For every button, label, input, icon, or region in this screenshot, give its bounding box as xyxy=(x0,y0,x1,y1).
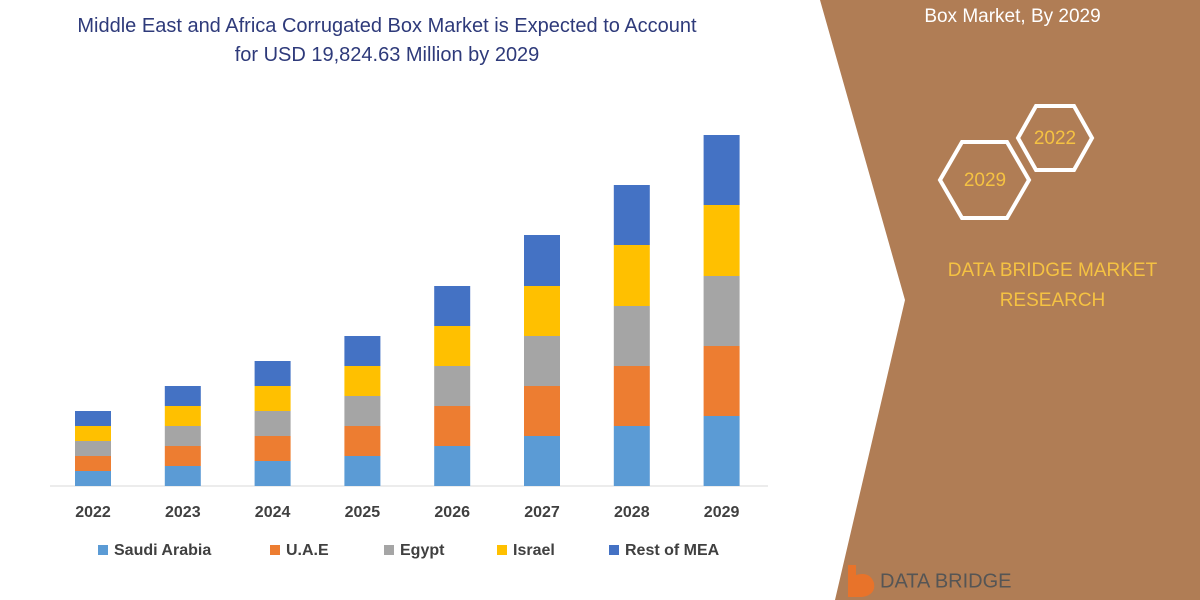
bar-segment xyxy=(613,366,650,426)
bar-segment xyxy=(434,406,471,446)
bar-segment xyxy=(75,426,111,441)
bar-segment xyxy=(613,426,650,486)
x-tick-label: 2022 xyxy=(75,504,111,521)
chart-title: Middle East and Africa Corrugated Box Ma… xyxy=(77,15,697,66)
x-tick-label: 2026 xyxy=(434,504,470,521)
bar-segment xyxy=(75,441,111,456)
x-tick-label: 2029 xyxy=(704,504,740,521)
legend-swatch xyxy=(98,545,108,555)
legend-swatch xyxy=(384,545,394,555)
legend-swatch xyxy=(609,545,619,555)
bar-segment xyxy=(164,466,201,486)
bar-segment xyxy=(164,386,201,406)
bar-segment xyxy=(434,366,471,406)
bar-segment xyxy=(254,411,291,436)
logo-icon xyxy=(848,565,875,597)
bar-segment xyxy=(344,456,381,486)
bar-segment xyxy=(344,336,381,366)
bar-segment xyxy=(613,306,650,366)
bar-segment xyxy=(344,426,381,456)
bar-segment xyxy=(164,406,201,426)
legend-label: Saudi Arabia xyxy=(114,542,211,559)
bar-segment xyxy=(344,396,381,426)
hex-label: 2029 xyxy=(964,170,1006,191)
bar-segment xyxy=(524,436,560,486)
bar-segment xyxy=(524,336,560,386)
legend-swatch xyxy=(270,545,280,555)
bar-segment xyxy=(434,286,471,326)
hexagon xyxy=(1015,104,1095,172)
bar-segment xyxy=(613,245,650,306)
bar-segment xyxy=(75,411,111,426)
legend-label: Israel xyxy=(513,542,555,559)
x-tick-label: 2025 xyxy=(345,504,381,521)
bar-segment xyxy=(75,456,111,471)
x-tick-label: 2023 xyxy=(165,504,201,521)
x-tick-label: 2027 xyxy=(524,504,560,521)
panel-heading: Box Market, By 2029 xyxy=(924,6,1101,27)
bar-segment xyxy=(434,326,471,366)
bar-segment xyxy=(254,461,291,486)
bar-segment xyxy=(703,416,740,486)
bar-segment xyxy=(344,366,381,396)
bar-segment xyxy=(254,361,291,386)
x-tick-label: 2028 xyxy=(614,504,650,521)
brand-text: DATA BRIDGE MARKET RESEARCH xyxy=(947,260,1158,311)
bar-segment xyxy=(703,276,740,346)
legend-label: U.A.E xyxy=(286,542,329,559)
bar-segment xyxy=(254,386,291,411)
side-panel-bg xyxy=(820,0,1200,600)
bar-segment xyxy=(434,446,471,486)
bar-segment xyxy=(524,286,560,336)
bar-segment xyxy=(703,205,740,276)
bar-segment xyxy=(164,446,201,466)
bar-segment xyxy=(524,386,560,436)
legend-swatch xyxy=(497,545,507,555)
bar-segment xyxy=(613,185,650,245)
legend-label: Egypt xyxy=(400,542,445,559)
hexagon xyxy=(937,140,1032,220)
legend-label: Rest of MEA xyxy=(625,542,720,559)
x-tick-label: 2024 xyxy=(255,504,291,521)
logo-text: DATA BRIDGE xyxy=(880,570,1012,592)
bar-segment xyxy=(164,426,201,446)
bar-segment xyxy=(703,346,740,416)
bar-segment xyxy=(75,471,111,486)
bar-segment xyxy=(524,235,560,286)
bar-segment xyxy=(254,436,291,461)
hex-label: 2022 xyxy=(1034,128,1076,149)
bar-segment xyxy=(703,135,740,205)
